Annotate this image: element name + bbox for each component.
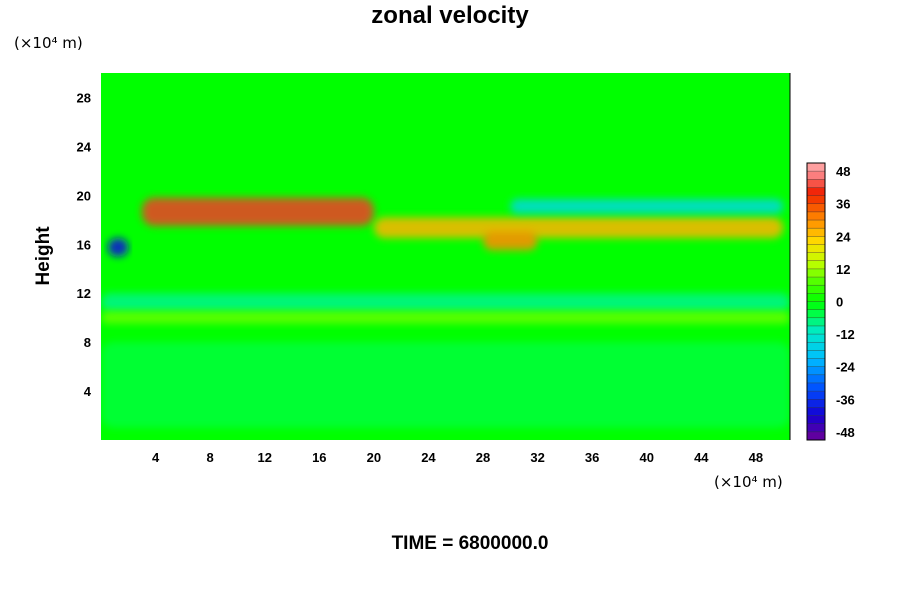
colorbar-band: [807, 325, 825, 335]
heatmap-field: [101, 197, 790, 428]
heatmap-feature: [101, 293, 790, 312]
colorbar-band: [807, 195, 825, 205]
y-tick-label: 12: [77, 286, 91, 301]
colorbar-band: [807, 244, 825, 253]
colorbar-tick-label: -12: [836, 327, 855, 342]
time-label: TIME = 6800000.0: [0, 533, 900, 555]
heatmap-feature: [483, 232, 538, 251]
x-tick-label: 48: [749, 450, 763, 465]
colorbar-band: [807, 423, 825, 433]
colorbar-band: [807, 358, 825, 367]
y-tick-label: 4: [84, 384, 92, 399]
colorbar-band: [807, 399, 825, 408]
colorbar-band: [807, 382, 825, 392]
y-tick-label: 28: [77, 90, 91, 105]
x-tick-label: 28: [476, 450, 490, 465]
x-tick-label: 44: [694, 450, 709, 465]
colorbar-band: [807, 171, 825, 180]
colorbar-band: [807, 431, 825, 441]
y-tick-label: 16: [77, 237, 91, 252]
heatmap-feature: [101, 311, 790, 324]
heatmap-feature: [510, 199, 784, 214]
colorbar-band: [807, 220, 825, 229]
chart-title: zonal velocity: [371, 2, 529, 29]
colorbar-tick-label: 24: [836, 229, 851, 244]
colorbar-tick-label: 48: [836, 164, 850, 179]
colorbar-band: [807, 203, 825, 213]
x-axis-unit: (×10⁴ m): [714, 473, 783, 491]
colorbar-band: [807, 277, 825, 286]
colorbar-band: [807, 268, 825, 278]
colorbar-band: [807, 391, 825, 400]
colorbar-band: [807, 260, 825, 270]
colorbar-band: [807, 415, 825, 425]
heatmap-feature: [373, 217, 784, 239]
colorbar-tick-label: 12: [836, 262, 850, 277]
colorbar-band: [807, 179, 825, 188]
colorbar-band: [807, 407, 825, 416]
colorbar-band: [807, 163, 825, 172]
colorbar-band: [807, 334, 825, 343]
y-axis-unit: (×10⁴ m): [14, 34, 83, 52]
colorbar-band: [807, 211, 825, 221]
heatmap-feature: [107, 238, 129, 257]
x-tick-label: 16: [312, 450, 326, 465]
colorbar-band: [807, 317, 825, 327]
colorbar-tick-label: -48: [836, 425, 855, 440]
x-tick-label: 32: [530, 450, 544, 465]
colorbar-band: [807, 252, 825, 262]
colorbar-band: [807, 228, 825, 237]
y-tick-label: 20: [77, 188, 91, 203]
x-tick-label: 12: [257, 450, 271, 465]
x-tick-label: 4: [152, 450, 160, 465]
colorbar-tick-label: -24: [836, 360, 856, 375]
x-tick-label: 24: [421, 450, 436, 465]
colorbar-band: [807, 350, 825, 359]
heatmap-feature: [101, 342, 790, 428]
time-value: 6800000.0: [458, 533, 549, 554]
colorbar-tick-label: -36: [836, 392, 855, 407]
colorbar-band: [807, 366, 825, 376]
x-tick-label: 20: [367, 450, 381, 465]
y-tick-label: 8: [84, 335, 91, 350]
colorbar-band: [807, 309, 825, 319]
y-tick-label: 24: [77, 139, 92, 154]
colorbar-band: [807, 301, 825, 310]
colorbar-tick-label: 36: [836, 197, 850, 212]
time-label-prefix: TIME =: [391, 533, 459, 554]
colorbar-band: [807, 342, 825, 351]
colorbar-band: [807, 285, 825, 294]
x-tick-label: 8: [207, 450, 214, 465]
colorbar-frame: [806, 162, 826, 441]
colorbar-tick-label: 0: [836, 295, 843, 310]
colorbar-band: [807, 293, 825, 302]
colorbar-band: [807, 236, 825, 245]
heatmap-feature: [141, 197, 374, 226]
x-tick-label: 36: [585, 450, 599, 465]
colorbar-band: [807, 374, 825, 384]
colorbar-band: [807, 187, 825, 196]
x-tick-label: 40: [640, 450, 654, 465]
